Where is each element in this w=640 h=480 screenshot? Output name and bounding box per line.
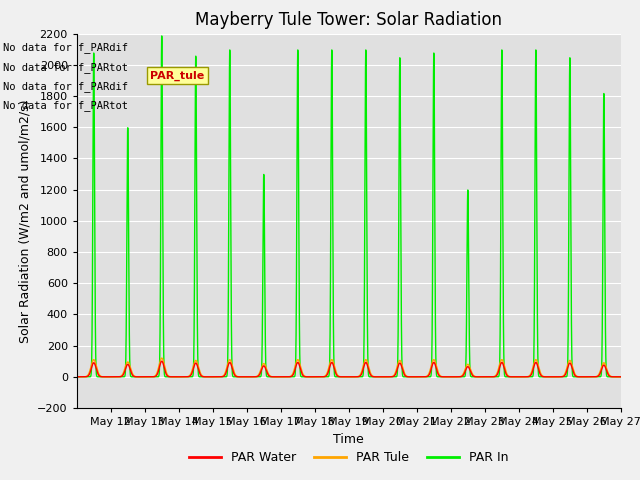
Legend: PAR Water, PAR Tule, PAR In: PAR Water, PAR Tule, PAR In xyxy=(184,446,513,469)
Title: Mayberry Tule Tower: Solar Radiation: Mayberry Tule Tower: Solar Radiation xyxy=(195,11,502,29)
Text: No data for f_PARdif: No data for f_PARdif xyxy=(3,42,128,53)
Text: No data for f_PARdif: No data for f_PARdif xyxy=(3,81,128,92)
Text: PAR_tule: PAR_tule xyxy=(150,71,205,81)
Text: No data for f_PARtot: No data for f_PARtot xyxy=(3,61,128,72)
Text: No data for f_PARtot: No data for f_PARtot xyxy=(3,100,128,111)
Y-axis label: Solar Radiation (W/m2 and umol/m2/s): Solar Radiation (W/m2 and umol/m2/s) xyxy=(19,99,32,343)
X-axis label: Time: Time xyxy=(333,432,364,445)
